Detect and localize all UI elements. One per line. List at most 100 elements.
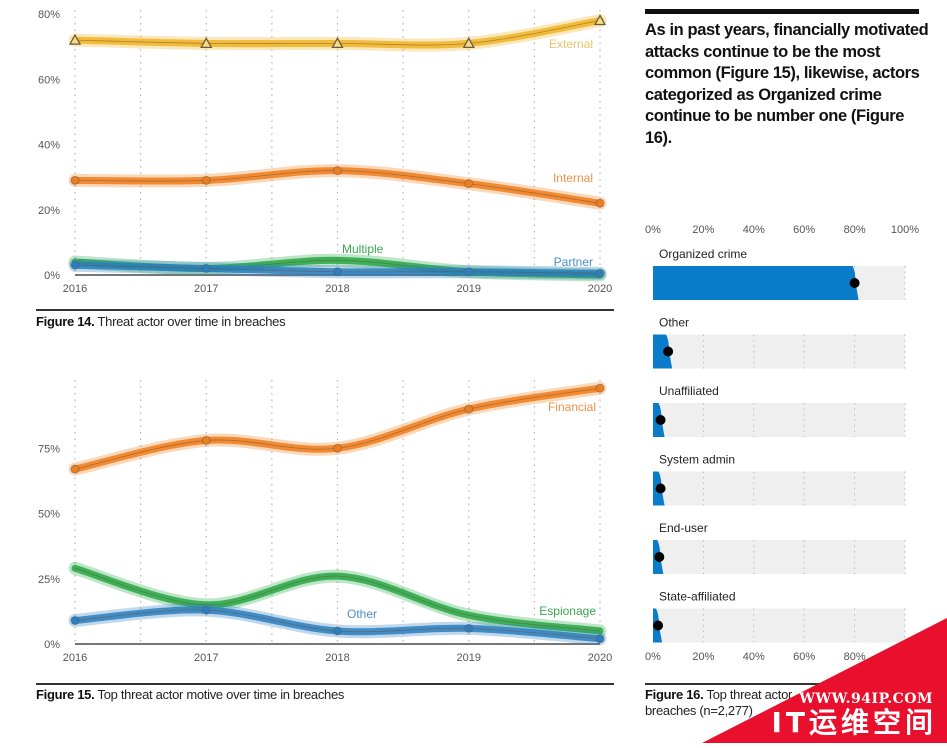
fig15-series-financial-point — [595, 383, 605, 393]
fig14-y-tick-label: 60% — [38, 74, 60, 86]
fig16-point-other — [663, 346, 674, 357]
fig16-bottom-tick-label: 0% — [645, 651, 661, 663]
fig16-top-tick-label: 80% — [844, 224, 866, 236]
fig15-series-espionage-median — [74, 567, 601, 632]
fig15-series-other-point — [70, 616, 80, 626]
fig14-series-partner-point — [333, 267, 342, 277]
fig14-series-partner-point — [201, 263, 211, 273]
fig14-series-partner-point — [595, 268, 605, 278]
headline-text: As in past years, financially motivated … — [645, 21, 929, 147]
fig14-series-partner-point — [70, 260, 80, 270]
fig16-label-state-affiliated: State-affiliated — [659, 590, 736, 604]
fig16-bottom-tick-label: 40% — [743, 651, 765, 663]
watermark-url: WWW.94IP.COM — [799, 691, 933, 707]
fig14-x-tick-label: 2020 — [588, 283, 612, 295]
fig14-y-tick-label: 80% — [38, 9, 60, 21]
fig16-point-state-affiliated — [653, 620, 664, 631]
fig15-series-financial-point — [464, 404, 474, 414]
watermark: WWW.94IP.COM IT运维空间 — [617, 618, 947, 743]
fig16-point-end-user — [654, 552, 665, 562]
fig14-series-external-point — [462, 37, 475, 49]
fig15-y-tick-label: 0% — [44, 639, 60, 651]
fig15-series-other-point — [595, 634, 605, 644]
figure-14-caption: Figure 14. Threat actor over time in bre… — [36, 314, 286, 329]
figure-14-chart: 0% 20% 40% 60% 80% 2016 2017 2018 2019 2020 Extern… — [38, 9, 612, 295]
figure-15-caption: Figure 15. Top threat actor motive over … — [36, 687, 344, 702]
fig15-x-tick-label: 2020 — [588, 652, 612, 664]
fig16-bottom-tick-label: 20% — [692, 651, 714, 663]
fig16-track-unaffiliated — [653, 403, 905, 437]
fig15-series-financial-label: Financial — [548, 400, 596, 414]
fig14-y-tick-label: 0% — [44, 270, 60, 282]
fig14-series-external-label: External — [549, 37, 593, 51]
fig16-track-state-affiliated — [653, 608, 905, 643]
figure-14-caption-prefix: Figure 14. — [36, 314, 95, 329]
fig14-series-external-point — [331, 37, 344, 49]
fig16-label-organized-crime: Organized crime — [659, 247, 747, 261]
fig16-bottom-tick-label: 60% — [793, 651, 815, 663]
headline-rule — [645, 9, 919, 14]
fig15-x-tick-label: 2016 — [63, 652, 87, 664]
fig15-series-other-label: Other — [347, 607, 377, 621]
fig16-bar-organized-crime — [653, 266, 859, 300]
figure-15-caption-text: Top threat actor motive over time in bre… — [94, 687, 345, 702]
fig16-label-end-user: End-user — [659, 521, 708, 535]
fig15-x-tick-label: 2017 — [194, 652, 218, 664]
figure-16-caption-line2: breaches (n=2,277) — [645, 703, 753, 718]
fig16-top-tick-label: 0% — [645, 224, 661, 236]
fig15-y-tick-label: 25% — [38, 574, 60, 586]
fig15-x-tick-label: 2018 — [325, 652, 349, 664]
figure-16-caption: Figure 16. Top threat actor breaches (n=… — [645, 687, 792, 719]
fig14-series-internal-point — [595, 198, 605, 208]
fig14-series-internal-point — [464, 179, 474, 189]
fig16-top-tick-label: 60% — [793, 224, 815, 236]
fig16-track-end-user — [653, 540, 905, 574]
figure-16-rule — [645, 683, 919, 685]
fig14-y-tick-label: 40% — [38, 140, 60, 152]
fig14-x-tick-label: 2016 — [63, 283, 87, 295]
fig14-x-tick-label: 2017 — [194, 283, 218, 295]
fig16-point-system-admin — [655, 483, 666, 494]
fig16-bar-other — [653, 334, 673, 369]
fig15-series-other-point — [464, 623, 474, 633]
figure-15-caption-prefix: Figure 15. — [36, 687, 95, 702]
fig15-x-tick-label: 2019 — [457, 652, 481, 664]
fig14-series-internal-point — [201, 175, 211, 185]
fig15-y-tick-label: 75% — [38, 443, 60, 455]
fig16-top-tick-label: 40% — [743, 224, 765, 236]
fig15-series-financial-point — [70, 464, 80, 474]
fig15-y-tick-label: 50% — [38, 509, 60, 521]
fig14-series-external-point — [200, 37, 213, 49]
fig14-y-tick-label: 20% — [38, 205, 60, 217]
fig16-top-tick-label: 100% — [891, 224, 919, 236]
fig14-series-multiple-label: Multiple — [342, 242, 384, 256]
fig14-series-internal-point — [70, 175, 80, 185]
fig16-point-organized-crime — [849, 278, 860, 288]
figure-16-caption-prefix: Figure 16. — [645, 687, 704, 702]
fig16-bottom-tick-label: 80% — [844, 651, 866, 663]
figure-14-rule — [36, 309, 614, 311]
fig14-series-external-point — [68, 33, 82, 45]
fig15-series-other-point — [201, 605, 211, 615]
fig15-series-financial-point — [333, 443, 342, 453]
fig14-x-tick-label: 2019 — [457, 283, 481, 295]
watermark-triangle — [702, 618, 947, 743]
fig16-track-other — [653, 334, 905, 369]
fig14-x-tick-label: 2018 — [325, 283, 349, 295]
figure-14-caption-text: Threat actor over time in breaches — [94, 314, 286, 329]
fig15-series-other-point — [333, 626, 342, 636]
fig14-series-internal-point — [333, 166, 342, 176]
fig14-series-partner-label: Partner — [554, 255, 593, 269]
fig16-label-other: Other — [659, 316, 689, 330]
fig15-series-financial-point — [201, 435, 211, 445]
fig16-label-system-admin: System admin — [659, 453, 735, 467]
figure-15-rule — [36, 683, 614, 685]
fig14-series-internal-label: Internal — [553, 171, 593, 185]
fig15-series-espionage-label: Espionage — [539, 604, 596, 618]
fig14-series-external-point — [593, 14, 607, 26]
watermark-name: IT运维空间 — [771, 706, 937, 739]
fig16-label-unaffiliated: Unaffiliated — [659, 384, 719, 398]
fig16-point-unaffiliated — [655, 415, 666, 425]
figure-16-caption-line1: Top threat actor — [703, 687, 793, 702]
fig14-series-partner-point — [464, 267, 474, 277]
